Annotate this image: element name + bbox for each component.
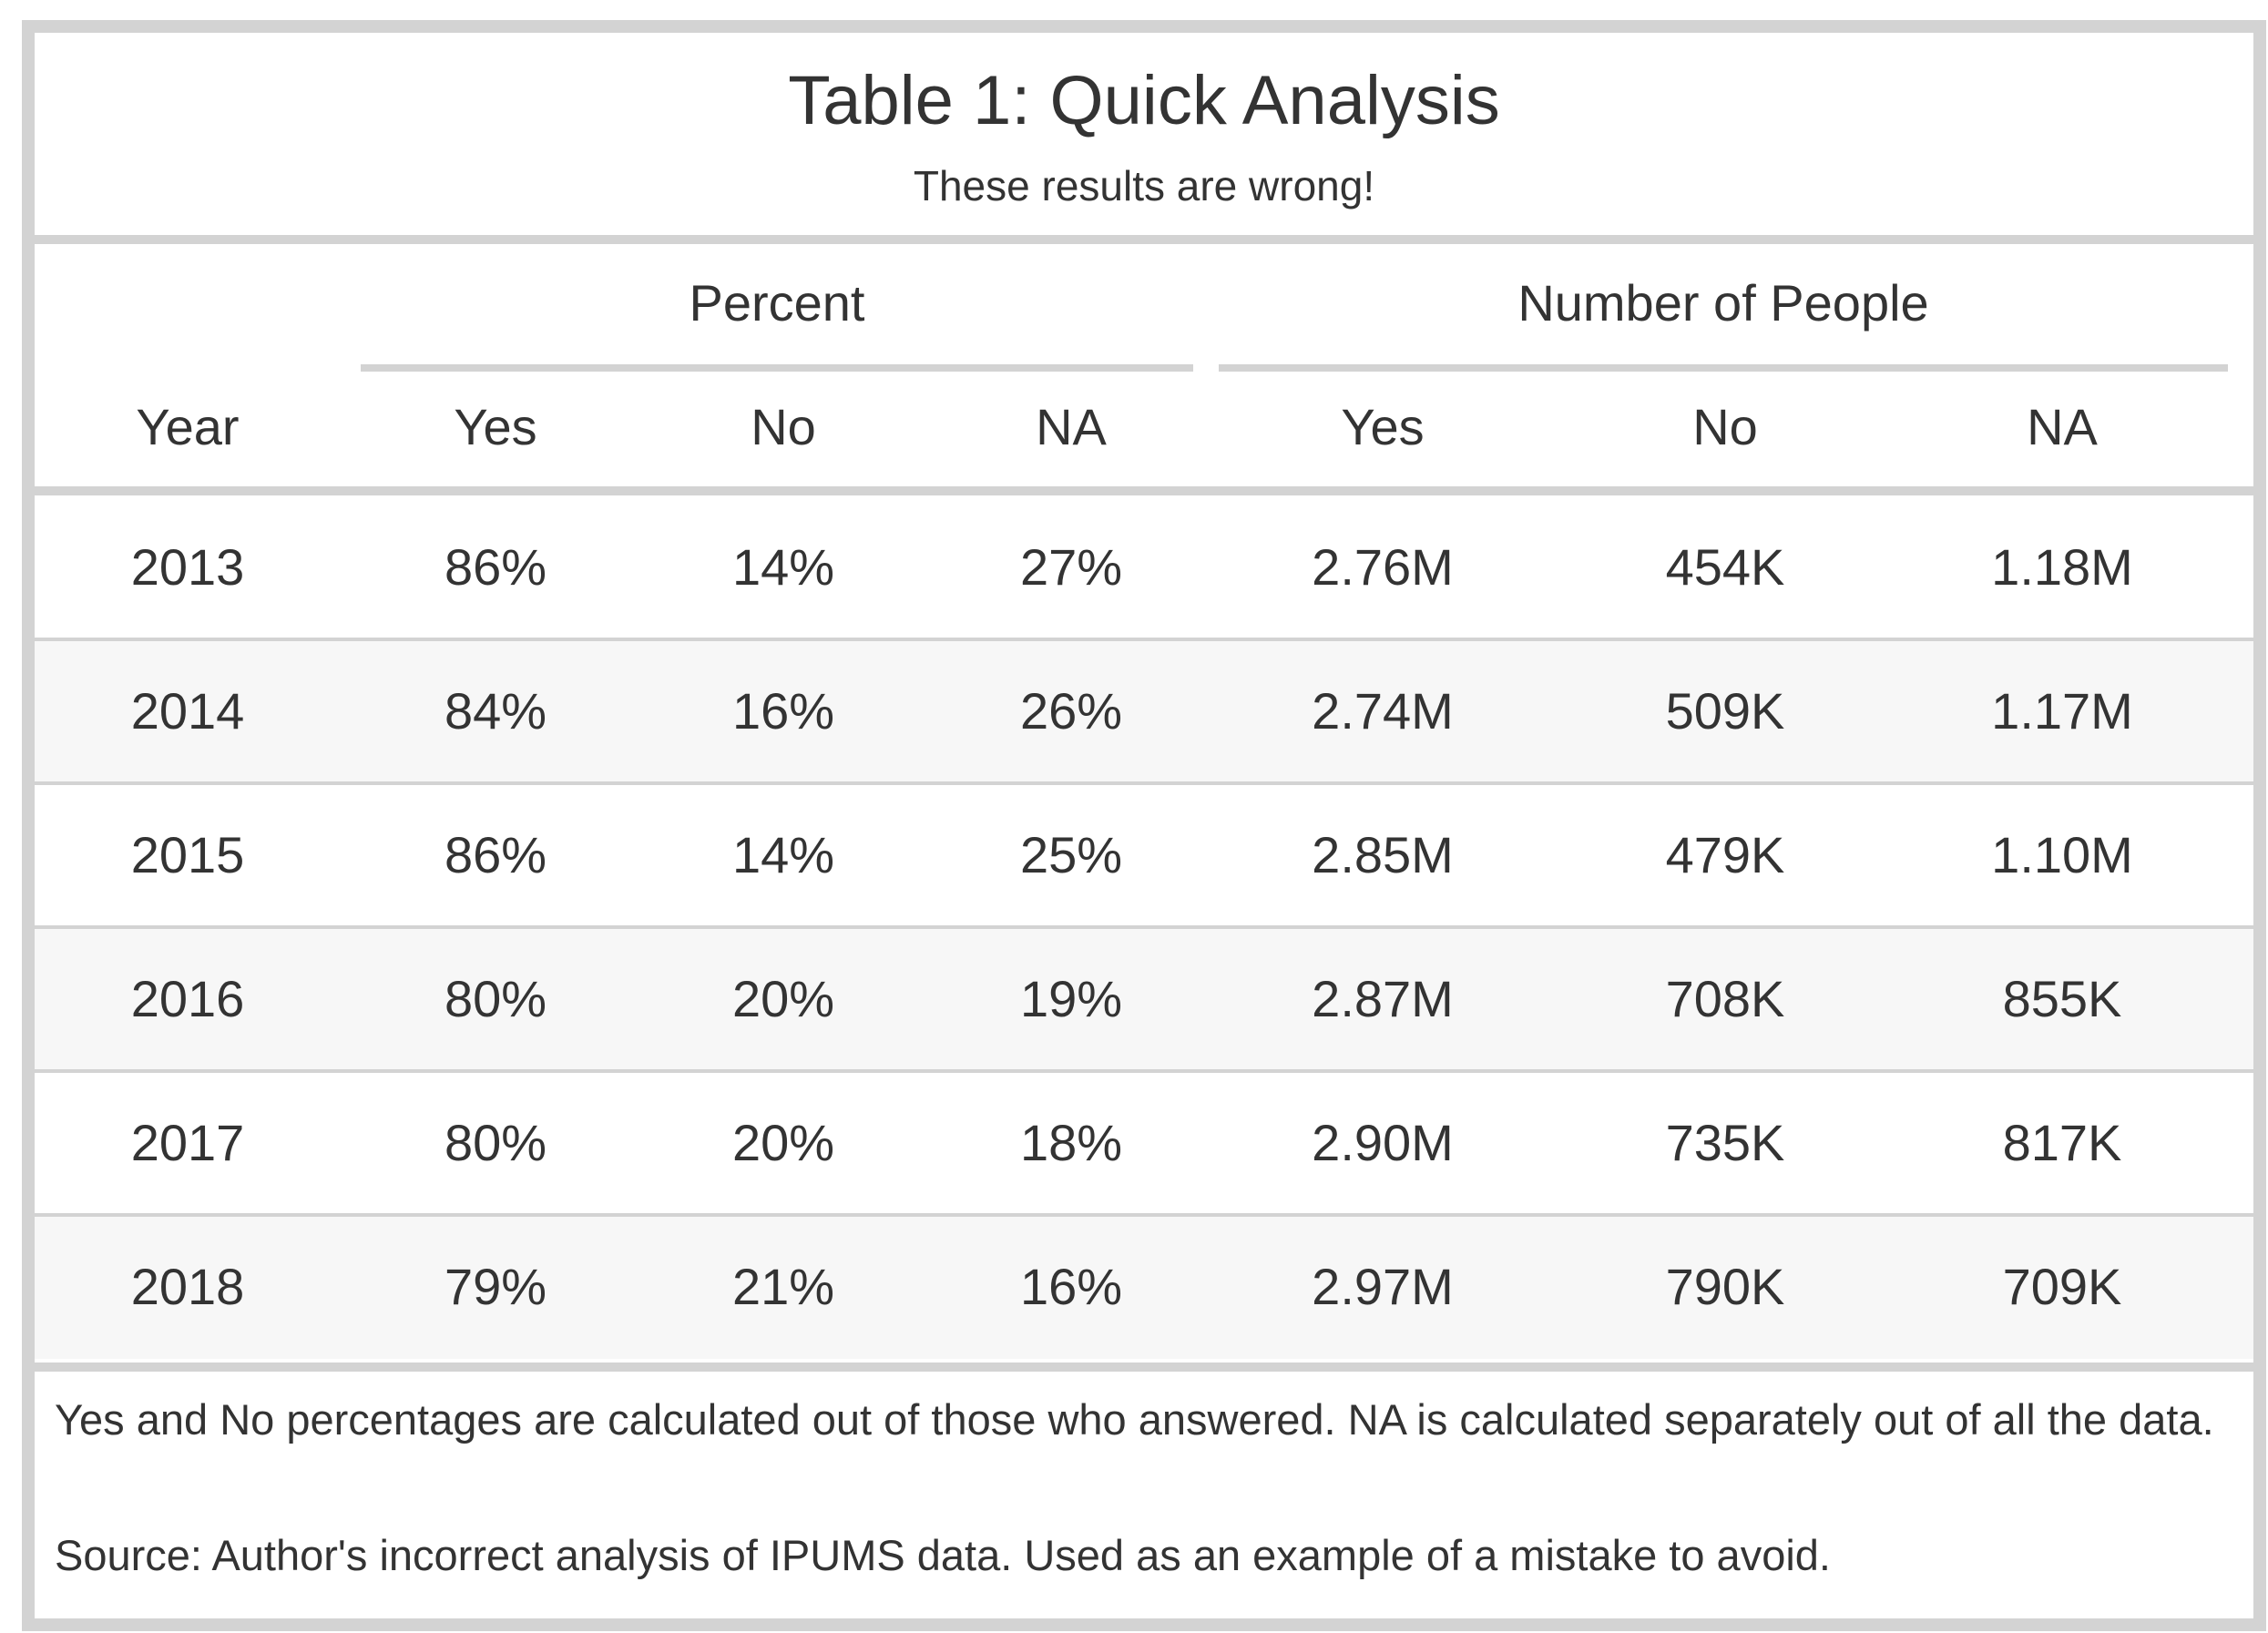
spanner-number-of-people: Number of People (1517, 274, 1929, 332)
row-year-cell: 2013 (130, 538, 245, 596)
table-cell: 25% (1019, 826, 1123, 883)
table-cell: 79% (444, 1258, 547, 1315)
row-divider (35, 638, 2253, 641)
table-cell: 2.85M (1312, 826, 1454, 883)
table-cell: 20% (731, 970, 835, 1027)
table-cell: 86% (444, 538, 547, 596)
column-header-na-percent: NA (1036, 398, 1107, 455)
table-cell: 817K (2002, 1114, 2122, 1171)
table-row (35, 639, 2253, 783)
table-cell: 26% (1019, 682, 1123, 740)
table-cell: 2.76M (1312, 538, 1454, 596)
column-header-na-count: NA (2027, 398, 2098, 455)
row-year-cell: 2014 (130, 682, 245, 740)
table: Table 1: Quick Analysis These results ar… (22, 20, 2266, 1631)
title-divider (35, 235, 2253, 244)
table-cell: 19% (1019, 970, 1123, 1027)
table-cell: 16% (731, 682, 835, 740)
spanner-underline-percent (361, 364, 1193, 372)
table-subtitle: These results are wrong! (913, 162, 1375, 209)
column-header-yes-percent: Yes (454, 398, 537, 455)
table-cell: 454K (1665, 538, 1785, 596)
table-cell: 790K (1665, 1258, 1785, 1315)
row-year-cell: 2016 (130, 970, 245, 1027)
row-divider (35, 1213, 2253, 1217)
table-row (35, 783, 2253, 927)
row-year-cell: 2015 (130, 826, 245, 883)
table-cell: 2.87M (1312, 970, 1454, 1027)
column-header-year: Year (136, 398, 240, 455)
table-row (35, 1071, 2253, 1215)
table-cell: 735K (1665, 1114, 1785, 1171)
table-cell: 1.10M (1991, 826, 2133, 883)
table-row (35, 927, 2253, 1071)
table-cell: 14% (731, 538, 835, 596)
table-cell: 2.97M (1312, 1258, 1454, 1315)
table-row (35, 1215, 2253, 1359)
table-cell: 84% (444, 682, 547, 740)
table-cell: 2.74M (1312, 682, 1454, 740)
table-row (35, 495, 2253, 639)
table-cell: 709K (2002, 1258, 2122, 1315)
title-block: Table 1: Quick Analysis These results ar… (35, 33, 2253, 235)
spanner-underline-number-of-people (1219, 364, 2228, 372)
column-header-no-count: No (1692, 398, 1758, 455)
row-divider (35, 781, 2253, 785)
table-cell: 855K (2002, 970, 2122, 1027)
table-cell: 509K (1665, 682, 1785, 740)
table-cell: 80% (444, 970, 547, 1027)
footnote-note: Yes and No percentages are calculated ou… (55, 1395, 2214, 1444)
table-title: Table 1: Quick Analysis (788, 62, 1500, 139)
row-divider (35, 1069, 2253, 1073)
table-cell: 20% (731, 1114, 835, 1171)
body-bottom-divider (35, 1363, 2253, 1372)
table-cell: 2.90M (1312, 1114, 1454, 1171)
table-cell: 708K (1665, 970, 1785, 1027)
column-header-no-percent: No (751, 398, 816, 455)
table-cell: 86% (444, 826, 547, 883)
row-year-cell: 2018 (130, 1258, 245, 1315)
table-cell: 479K (1665, 826, 1785, 883)
table-cell: 80% (444, 1114, 547, 1171)
spanner-percent: Percent (689, 274, 865, 332)
table-cell: 1.17M (1991, 682, 2133, 740)
table-cell: 16% (1019, 1258, 1123, 1315)
table-cell: 18% (1019, 1114, 1123, 1171)
table-cell: 1.18M (1991, 538, 2133, 596)
table-cell: 21% (731, 1258, 835, 1315)
row-year-cell: 2017 (130, 1114, 245, 1171)
table-cell: 14% (731, 826, 835, 883)
row-divider (35, 925, 2253, 929)
footnote-source: Source: Author's incorrect analysis of I… (55, 1531, 1831, 1579)
column-header-yes-count: Yes (1341, 398, 1425, 455)
header-divider (35, 486, 2253, 495)
table-cell: 27% (1019, 538, 1123, 596)
